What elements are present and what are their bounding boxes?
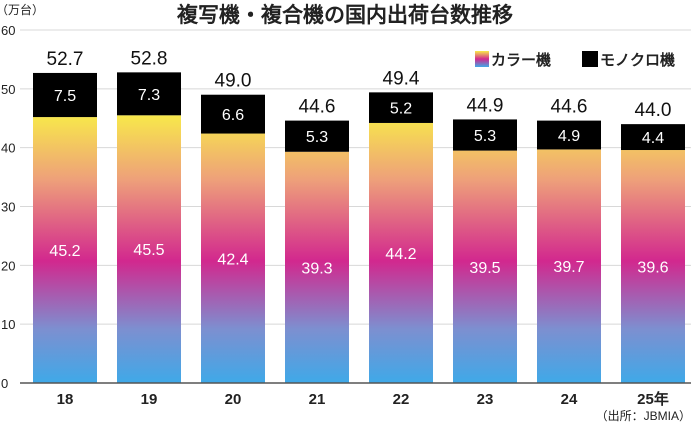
y-tick-label: 50 <box>1 82 15 97</box>
x-tick-label: 18 <box>57 391 74 408</box>
bar-color <box>621 150 685 383</box>
total-label: 44.9 <box>467 95 504 116</box>
bar-mono <box>621 124 685 151</box>
data-label-color: 39.7 <box>553 259 584 276</box>
data-label-color: 45.5 <box>133 242 164 259</box>
total-label: 52.7 <box>47 49 84 70</box>
bar-mono <box>537 120 601 150</box>
bar-color <box>537 149 601 383</box>
total-label: 52.8 <box>131 48 168 69</box>
y-tick-label: 0 <box>1 376 8 391</box>
bar-mono <box>369 92 433 123</box>
bar-color <box>33 117 97 383</box>
bar-mono <box>201 94 265 134</box>
bar-color <box>369 122 433 383</box>
x-tick-label: 25年 <box>637 390 669 408</box>
total-label: 44.0 <box>635 100 672 121</box>
total-label: 49.4 <box>383 68 420 89</box>
bar-mono <box>285 120 349 152</box>
bar-mono <box>117 72 181 116</box>
y-tick-label: 20 <box>1 258 15 273</box>
data-label-mono: 5.3 <box>474 128 496 145</box>
data-label-mono: 5.3 <box>306 129 328 146</box>
legend-swatch-mono <box>582 51 598 67</box>
y-tick-label: 40 <box>1 141 15 156</box>
bar-color <box>453 150 517 383</box>
data-label-color: 44.2 <box>385 246 416 263</box>
data-label-mono: 4.9 <box>558 128 580 145</box>
legend-swatch-color <box>475 51 489 67</box>
x-tick-label: 19 <box>141 391 158 408</box>
legend-label-color: カラー機 <box>491 51 551 69</box>
data-label-color: 39.5 <box>469 260 500 277</box>
x-tick-label: 21 <box>309 391 326 408</box>
data-label-color: 39.6 <box>637 260 668 277</box>
data-label-color: 42.4 <box>217 251 248 268</box>
data-label-mono: 7.3 <box>138 87 160 104</box>
legend: カラー機 モノクロ機 <box>475 51 675 69</box>
data-label-mono: 4.4 <box>642 130 664 147</box>
y-axis-unit: （万台） <box>0 2 44 17</box>
data-label-mono: 7.5 <box>54 88 76 105</box>
x-tick-label: 20 <box>225 391 242 408</box>
source-note: （出所：JBMIA） <box>596 409 691 423</box>
bar-mono <box>453 119 517 151</box>
total-label: 44.6 <box>551 97 588 118</box>
y-tick-label: 10 <box>1 317 15 332</box>
total-label: 49.0 <box>215 71 252 92</box>
bar-color <box>117 115 181 383</box>
x-tick-label: 23 <box>477 391 494 408</box>
data-label-mono: 5.2 <box>390 101 412 118</box>
bar-color <box>201 133 265 383</box>
y-tick-label: 30 <box>1 200 15 215</box>
data-label-mono: 6.6 <box>222 107 244 124</box>
bar-color <box>285 151 349 383</box>
x-tick-label: 22 <box>393 391 410 408</box>
data-label-color: 45.2 <box>49 243 80 260</box>
x-tick-label: 24 <box>561 391 578 408</box>
bar-mono <box>33 72 97 118</box>
legend-label-mono: モノクロ機 <box>600 51 675 69</box>
total-label: 44.6 <box>299 97 336 118</box>
data-label-color: 39.3 <box>301 260 332 277</box>
y-tick-label: 60 <box>1 23 15 38</box>
chart-title: 複写機・複合機の国内出荷台数推移 <box>176 3 513 27</box>
